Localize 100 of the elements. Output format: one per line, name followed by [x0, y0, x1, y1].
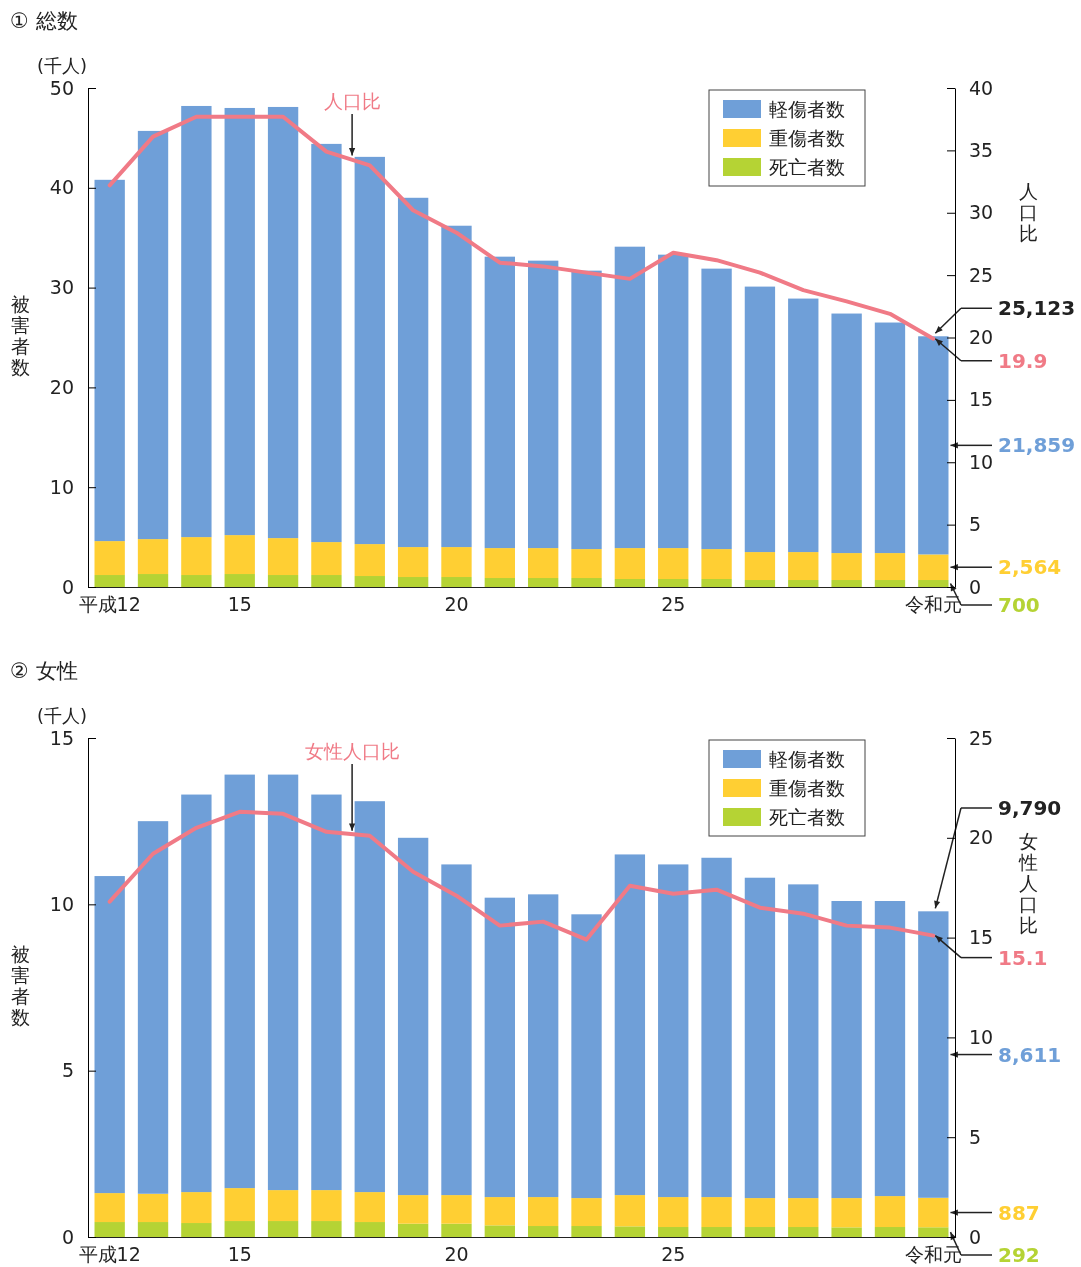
bar: [311, 542, 342, 576]
text: 19.9: [998, 348, 1048, 373]
bar: [181, 794, 212, 1193]
y2-axis-title: 女性人口比: [1017, 830, 1038, 936]
y2-tick-label: 20: [969, 326, 994, 349]
series-label: 人口比: [323, 90, 381, 112]
bar: [354, 801, 385, 1193]
bar: [94, 876, 125, 1194]
bar: [354, 156, 385, 545]
bar: [874, 901, 906, 1197]
bar: [397, 577, 429, 587]
bar: [484, 578, 515, 587]
legend-label: 死亡者数: [769, 156, 845, 178]
bar: [397, 1223, 429, 1237]
bar: [918, 336, 949, 555]
bar: [441, 864, 472, 1196]
bar: [441, 225, 472, 548]
bar: [614, 1195, 646, 1227]
bar: [311, 794, 342, 1191]
bar: [441, 577, 472, 587]
y-tick-label: 0: [61, 575, 74, 598]
legend-label: 軽傷者数: [769, 98, 845, 120]
bar: [788, 884, 819, 1199]
text: 15.1: [998, 945, 1048, 970]
bar: [181, 1223, 212, 1237]
bar: [744, 877, 776, 1199]
bar: [658, 1227, 689, 1237]
text: 700: [998, 593, 1040, 617]
bar: [94, 541, 125, 576]
bar: [701, 268, 732, 550]
x-tick-label: 25: [661, 1242, 686, 1265]
bar: [397, 197, 429, 548]
bar: [831, 313, 862, 554]
text: 887: [998, 1200, 1040, 1225]
bar: [94, 179, 125, 542]
bar: [137, 130, 169, 540]
bar: [701, 579, 732, 587]
bar: [614, 579, 646, 587]
bar: [788, 580, 819, 587]
bar: [528, 894, 559, 1198]
bar: [614, 548, 646, 580]
bar: [658, 254, 689, 549]
bar: [397, 547, 429, 578]
bar: [94, 575, 125, 587]
bar: [137, 539, 169, 575]
bar: [311, 1190, 342, 1222]
bar: [354, 1222, 385, 1237]
bar: [528, 548, 559, 579]
bar: [354, 576, 385, 587]
text: 9,790: [998, 796, 1062, 820]
bar: [224, 1221, 255, 1237]
x-tick-label: 令和元: [904, 592, 962, 615]
bar: [744, 1227, 776, 1237]
bar: [224, 1188, 255, 1222]
y-tick-label: 5: [61, 1059, 74, 1082]
bar: [224, 574, 255, 587]
bar: [484, 548, 515, 579]
y2-axis-title: 人口比: [1018, 180, 1038, 244]
legend-label: 軽傷者数: [769, 748, 845, 770]
y2-tick-label: 5: [969, 513, 982, 536]
x-tick-label: 15: [227, 592, 252, 615]
text: 8,611: [998, 1042, 1062, 1067]
bar: [614, 246, 646, 549]
bar: [918, 911, 949, 1198]
bar: [528, 578, 559, 587]
bar: [354, 544, 385, 577]
bar: [831, 580, 862, 587]
x-tick-label: 15: [227, 1242, 252, 1265]
bar: [918, 554, 949, 581]
bar: [224, 535, 255, 575]
bar: [874, 1196, 906, 1228]
y-tick-label: 50: [49, 76, 74, 99]
y2-tick-label: 10: [969, 450, 994, 473]
x-tick-label: 20: [444, 1242, 469, 1265]
legend-label: 死亡者数: [769, 806, 845, 828]
bar: [137, 574, 169, 587]
y2-tick-label: 20: [969, 826, 994, 849]
y2-tick-label: 40: [969, 76, 994, 99]
bar: [571, 578, 602, 587]
bar: [874, 580, 906, 587]
bar: [658, 548, 689, 580]
bar: [397, 1195, 429, 1224]
x-tick-label: 平成12: [78, 1242, 141, 1265]
text: (千人): [36, 705, 88, 726]
bar: [181, 105, 212, 538]
chart-title: ① 総数: [10, 9, 78, 33]
bar: [267, 575, 299, 587]
bar: [571, 549, 602, 579]
y-tick-label: 0: [61, 1225, 74, 1248]
bar: [831, 1227, 862, 1237]
y2-tick-label: 10: [969, 1025, 994, 1048]
bar: [267, 538, 299, 576]
y-tick-label: 10: [49, 892, 74, 915]
bar: [874, 1227, 906, 1237]
y2-tick-label: 30: [969, 201, 994, 224]
chart-title: ② 女性: [10, 659, 78, 683]
legend-label: 重傷者数: [769, 777, 845, 799]
bar: [397, 837, 429, 1196]
bar: [831, 553, 862, 581]
bar: [788, 552, 819, 581]
